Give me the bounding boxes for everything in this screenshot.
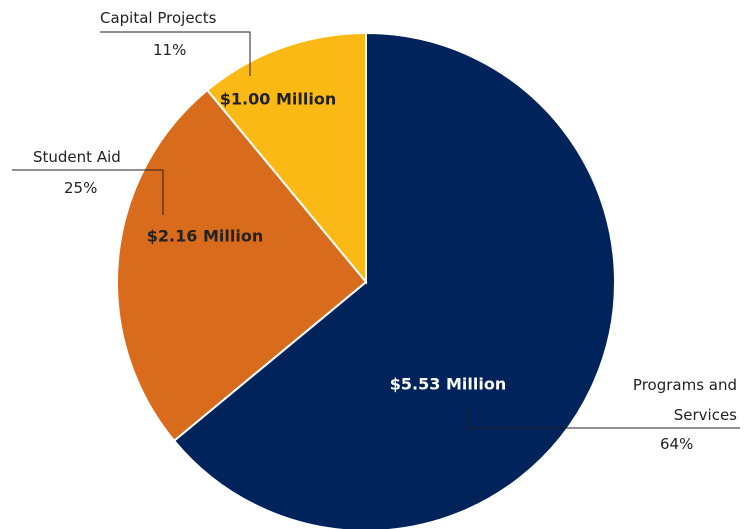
leader-line [12, 169, 164, 215]
percent-label: 64% [660, 435, 694, 453]
amount-label: $5.53 Million [390, 375, 506, 394]
amount-label: $2.16 Million [147, 227, 263, 246]
category-label: Capital Projects [100, 9, 217, 27]
pie-slice [116, 88, 368, 443]
pie-slice [172, 31, 616, 529]
category-label: Student Aid [33, 148, 121, 166]
category-label: Programs and Services [632, 376, 737, 424]
pie-slice [205, 31, 367, 285]
percent-label: 25% [64, 179, 98, 197]
leader-line [467, 405, 740, 429]
amount-label: $1.00 Million [220, 90, 336, 109]
percent-label: 11% [153, 41, 187, 59]
leader-line [100, 31, 251, 76]
